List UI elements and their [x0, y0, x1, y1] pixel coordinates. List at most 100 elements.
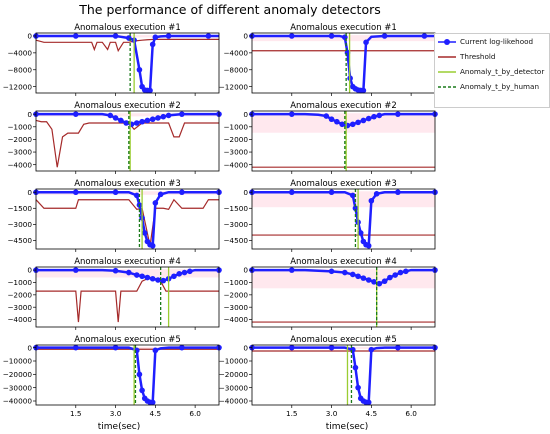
- plot-frame: [35, 266, 220, 328]
- x-tick-label: 1.5: [70, 409, 82, 418]
- y-tick-label: 0: [27, 110, 32, 119]
- loglik-point: [149, 116, 156, 123]
- loglik-point: [112, 189, 119, 196]
- x-tick-label: 6.0: [405, 409, 417, 418]
- loglik-point: [360, 117, 367, 124]
- plot-area: [252, 33, 435, 93]
- y-tick-label: −40000: [3, 397, 33, 406]
- loglik-point: [371, 113, 377, 120]
- y-tick-label: 0: [243, 110, 248, 119]
- y-tick-label: −20000: [3, 370, 33, 379]
- plot-area: [36, 33, 219, 93]
- loglik-point: [149, 242, 156, 249]
- legend-label-human: Anomaly_t_by_human: [460, 82, 540, 91]
- loglik-point: [141, 230, 148, 236]
- plot-frame: [35, 344, 220, 406]
- loglik-point: [334, 118, 340, 125]
- legend-label-detector: Anomaly_t_by_detector: [460, 67, 545, 76]
- loglik-point: [139, 273, 145, 280]
- y-tick-label: −2000: [223, 290, 248, 299]
- subplot-title: Anomalous execution #3: [290, 179, 397, 189]
- y-tick-label: −4000: [223, 315, 248, 324]
- loglik-point: [349, 121, 356, 128]
- threshold-line: [35, 38, 219, 53]
- plot-area: [36, 189, 219, 249]
- loglik-point: [371, 279, 377, 285]
- legend: Current log-likehood Threshold Anomaly_t…: [434, 33, 550, 108]
- loglik-point: [328, 189, 335, 196]
- subplot-4: Anomalous execution #2 0 −1000 −2000 −3000 −4…: [223, 101, 438, 174]
- legend-swatch-human: [438, 82, 456, 92]
- loglik-point: [133, 192, 140, 199]
- loglik-point: [155, 115, 161, 121]
- loglik-point: [165, 33, 172, 39]
- loglik-point: [72, 189, 79, 196]
- loglik-point: [136, 371, 143, 378]
- loglik-line: [36, 346, 219, 404]
- loglik-point: [144, 117, 151, 124]
- loglik-point: [112, 115, 119, 121]
- loglik-point: [179, 344, 185, 351]
- loglik-point: [288, 33, 295, 39]
- y-tick-label: −3000: [7, 148, 32, 157]
- loglik-point: [118, 117, 124, 124]
- plot-frame: [35, 188, 220, 250]
- loglik-point: [288, 344, 295, 351]
- loglik-point: [328, 33, 335, 39]
- loglik-point: [373, 191, 380, 197]
- loglik-point: [403, 268, 409, 275]
- y-tick-label: −4000: [7, 315, 32, 324]
- subplot-title: Anomalous execution #1: [74, 23, 181, 33]
- subplot-3: Anomalous execution #2 0 −1000 −2000 −3000 −4…: [7, 101, 222, 174]
- loglik-point: [144, 274, 151, 281]
- loglik-point: [352, 205, 359, 212]
- loglik-point: [365, 399, 372, 406]
- x-tick-label: 3.0: [326, 409, 338, 418]
- x-axis-label-left: time(sec): [98, 422, 141, 432]
- y-tick-label: −30000: [3, 383, 33, 392]
- plot-frame: [251, 188, 436, 250]
- loglik-point: [136, 66, 143, 73]
- loglik-point: [360, 87, 367, 94]
- loglik-point: [176, 271, 183, 277]
- loglik-point: [72, 33, 79, 39]
- y-tick-label: 0: [27, 188, 32, 197]
- y-tick-label: −2000: [7, 290, 32, 299]
- legend-label-threshold: Threshold: [460, 52, 496, 61]
- loglik-point: [152, 34, 159, 41]
- subplot-title: Anomalous execution #2: [74, 101, 181, 111]
- loglik-point: [421, 33, 428, 39]
- x-axis-label-right: time(sec): [326, 422, 369, 432]
- loglik-point: [395, 189, 401, 196]
- loglik-point: [397, 269, 404, 276]
- subplot-7: Anomalous execution #4 0 −1000 −2000 −3000 −4…: [7, 257, 222, 330]
- loglik-point: [395, 111, 401, 117]
- loglik-point: [149, 41, 156, 48]
- loglik-point: [72, 267, 79, 273]
- subplot-title: Anomalous execution #2: [290, 101, 397, 111]
- loglik-point: [187, 268, 193, 275]
- loglik-point: [139, 118, 145, 125]
- loglik-point: [133, 120, 140, 126]
- loglik-point: [171, 273, 177, 280]
- legend-item-threshold: Threshold: [435, 49, 549, 64]
- variance-band: [252, 269, 435, 289]
- threshold-line: [35, 119, 219, 168]
- y-tick-label: −12000: [219, 82, 249, 91]
- loglik-line: [252, 346, 435, 404]
- loglik-point: [328, 344, 335, 351]
- plot-frame: [251, 344, 436, 406]
- y-tick-label: 0: [243, 32, 248, 41]
- subplot-title: Anomalous execution #4: [290, 257, 397, 267]
- plot-frame: [35, 110, 220, 172]
- loglik-point: [133, 272, 140, 278]
- x-tick-label: 4.5: [366, 409, 378, 418]
- loglik-point: [365, 242, 372, 249]
- subplot-grid: Anomalous execution #1 0 −4000 −8000 −12000 A…: [3, 23, 438, 418]
- plot-area: [252, 345, 435, 405]
- x-tick-label: 4.5: [150, 409, 162, 418]
- loglik-point: [339, 121, 345, 128]
- loglik-point: [152, 347, 159, 354]
- y-tick-label: 0: [27, 32, 32, 41]
- y-tick-label: −8000: [223, 65, 248, 74]
